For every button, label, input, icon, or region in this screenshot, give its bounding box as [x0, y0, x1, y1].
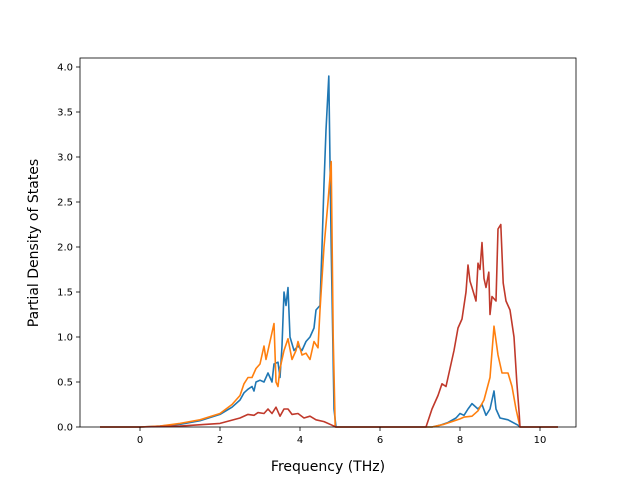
- y-tick-label: 1.5: [57, 288, 73, 299]
- y-tick-label: 1.0: [57, 333, 73, 344]
- y-tick-label: 2.0: [57, 243, 73, 254]
- y-tick-label: 0.5: [57, 378, 73, 389]
- series-line-2: [100, 160, 558, 428]
- y-tick-label: 4.0: [57, 63, 73, 74]
- y-tick-label: 2.5: [57, 198, 73, 209]
- series-lines: [100, 75, 558, 428]
- x-axis-ticks: 0 2 4 6 8 10: [137, 427, 547, 446]
- plot-frame: [79, 57, 577, 428]
- x-tick-label: 6: [377, 435, 383, 446]
- x-axis-title: Frequency (THz): [271, 459, 385, 475]
- y-tick-label: 3.5: [57, 108, 73, 119]
- x-tick-label: 2: [217, 435, 223, 446]
- y-axis-ticks: 0.0 0.5 1.0 1.5 2.0 2.5 3.0 3.5 4.0: [57, 63, 80, 434]
- x-tick-label: 8: [457, 435, 463, 446]
- y-tick-label: 0.0: [57, 423, 73, 434]
- y-axis-title: Partial Density of States: [26, 159, 42, 327]
- x-tick-label: 4: [297, 435, 303, 446]
- series-line-3: [100, 223, 558, 428]
- x-tick-label: 0: [137, 435, 143, 446]
- x-tick-label: 10: [534, 435, 547, 446]
- y-tick-label: 3.0: [57, 153, 73, 164]
